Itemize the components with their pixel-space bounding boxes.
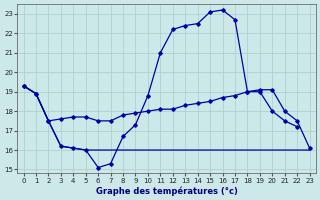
X-axis label: Graphe des températures (°c): Graphe des températures (°c) — [96, 186, 237, 196]
